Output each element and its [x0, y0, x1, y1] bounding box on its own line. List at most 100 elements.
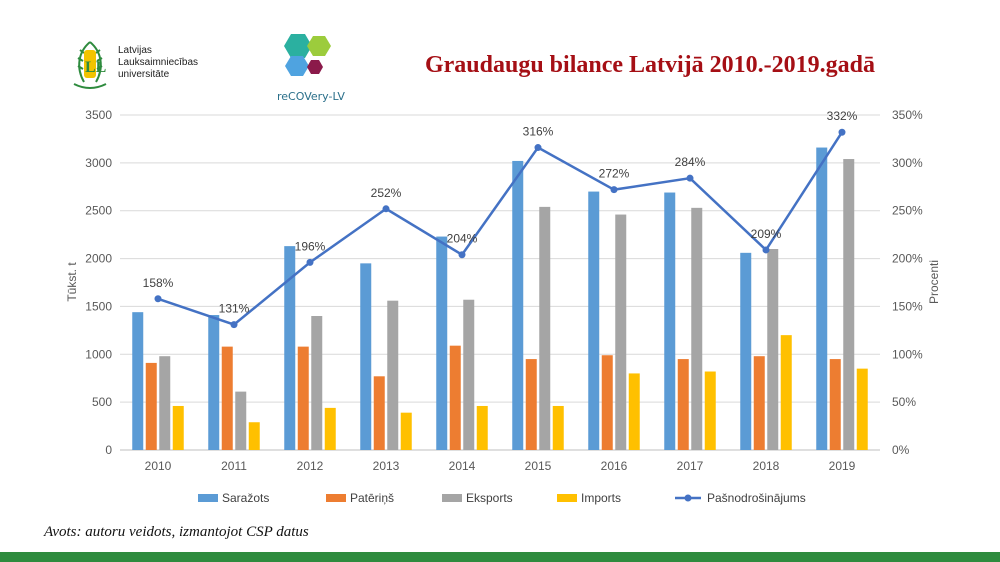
bar-Eksports — [843, 159, 855, 450]
bar-Imports — [400, 412, 412, 450]
chart-line: 158% 131% 196% 252% 204% 316% 272% 284% 209% 332% — [143, 109, 858, 329]
y2-tick-label: 250% — [892, 204, 923, 218]
line-point — [762, 246, 770, 254]
bar-Saražots — [664, 192, 676, 450]
bar-Saražots — [132, 312, 144, 450]
data-label: 284% — [675, 155, 706, 169]
x-tick-label: 2017 — [677, 459, 704, 473]
bar-Patēriņš — [373, 376, 385, 450]
bar-Eksports — [387, 300, 399, 450]
university-name: Latvijas Lauksaimniecības universitāte — [118, 45, 199, 80]
line-point — [382, 205, 390, 213]
bar-Imports — [628, 373, 640, 450]
data-label: 332% — [827, 109, 858, 123]
y-axis-label: Tūkst. t — [65, 262, 79, 302]
x-tick-label: 2011 — [221, 459, 247, 473]
y-tick-label: 2500 — [85, 204, 112, 218]
y-tick-label: 3500 — [85, 108, 112, 122]
page-title: Graudaugu bilance Latvijā 2010.-2019.gad… — [424, 52, 876, 78]
bar-Patēriņš — [221, 346, 233, 450]
line-point — [458, 251, 466, 259]
legend-swatch — [198, 494, 218, 502]
x-tick-label: 2012 — [297, 459, 324, 473]
line-point — [534, 144, 542, 152]
project-name: reCOVery-LV — [277, 90, 345, 103]
bar-Eksports — [615, 214, 627, 450]
bar-Patēriņš — [525, 359, 537, 450]
bar-Eksports — [235, 391, 247, 450]
y-tick-label: 3000 — [85, 156, 112, 170]
y2-tick-label: 150% — [892, 299, 923, 313]
bar-Imports — [324, 407, 336, 450]
bar-Eksports — [539, 206, 551, 450]
legend-swatch — [326, 494, 346, 502]
data-label: 209% — [751, 227, 782, 241]
bar-Saražots — [436, 236, 448, 450]
x-tick-label: 2014 — [449, 459, 476, 473]
source-note: Avots: autoru veidots, izmantojot CSP da… — [44, 524, 309, 540]
legend-label: Pašnodrošinājums — [707, 491, 806, 505]
bar-Eksports — [691, 207, 703, 450]
bar-Patēriņš — [601, 355, 613, 450]
data-label: 131% — [219, 302, 250, 316]
legend-label: Imports — [581, 491, 621, 505]
bar-Saražots — [208, 315, 220, 450]
y2-tick-label: 0% — [892, 443, 910, 457]
bar-Saražots — [740, 252, 752, 450]
bar-Eksports — [311, 316, 323, 450]
data-label: 158% — [143, 276, 174, 290]
x-tick-label: 2016 — [601, 459, 628, 473]
data-label: 272% — [599, 167, 630, 181]
x-tick-label: 2010 — [145, 459, 172, 473]
chart-bars — [132, 147, 868, 451]
y2-tick-label: 300% — [892, 156, 923, 170]
data-label: 196% — [295, 239, 326, 253]
y-tick-label: 500 — [92, 395, 112, 409]
bar-Patēriņš — [829, 359, 841, 450]
bar-Eksports — [463, 299, 475, 450]
legend-swatch — [557, 494, 577, 502]
x-tick-label: 2013 — [373, 459, 400, 473]
line-point — [610, 186, 618, 194]
legend-label: Saražots — [222, 491, 269, 505]
bar-Imports — [856, 368, 868, 450]
y2-tick-label: 350% — [892, 108, 923, 122]
y2-tick-label: 200% — [892, 252, 923, 266]
x-tick-label: 2015 — [525, 459, 552, 473]
bar-Patēriņš — [753, 356, 765, 450]
bar-Imports — [172, 405, 184, 450]
bar-Saražots — [588, 191, 600, 451]
line-point — [306, 258, 314, 266]
bar-Imports — [780, 335, 792, 450]
legend-label: Patēriņš — [350, 491, 394, 505]
line-point — [154, 295, 162, 303]
bar-Eksports — [159, 356, 171, 450]
y2-axis-label: Procenti — [927, 260, 941, 304]
y-tick-label: 1500 — [85, 299, 112, 313]
bar-Patēriņš — [449, 345, 461, 450]
bar-Imports — [704, 371, 716, 450]
bar-Imports — [248, 422, 260, 450]
svg-text:LL: LL — [85, 59, 106, 76]
legend-label: Eksports — [466, 491, 513, 505]
x-tick-label: 2018 — [753, 459, 780, 473]
project-logo: reCOVery-LV — [277, 34, 345, 103]
bar-Saražots — [284, 246, 296, 450]
bar-Patēriņš — [145, 362, 157, 450]
data-label: 252% — [371, 186, 402, 200]
y2-tick-label: 100% — [892, 347, 923, 361]
university-logo: LL — [73, 41, 107, 89]
bar-Imports — [476, 405, 488, 450]
line-point — [686, 174, 694, 182]
x-tick-label: 2019 — [829, 459, 856, 473]
y2-tick-label: 50% — [892, 395, 916, 409]
line-point — [838, 128, 846, 136]
bottom-accent-bar — [0, 552, 1000, 562]
y-tick-label: 1000 — [85, 347, 112, 361]
line-point — [230, 321, 238, 329]
bar-Eksports — [767, 249, 779, 450]
chart-gridlines — [120, 114, 880, 451]
legend-swatch — [442, 494, 462, 502]
chart-legend: Saražots Patēriņš Eksports Imports Pašnodroš… — [198, 491, 806, 505]
